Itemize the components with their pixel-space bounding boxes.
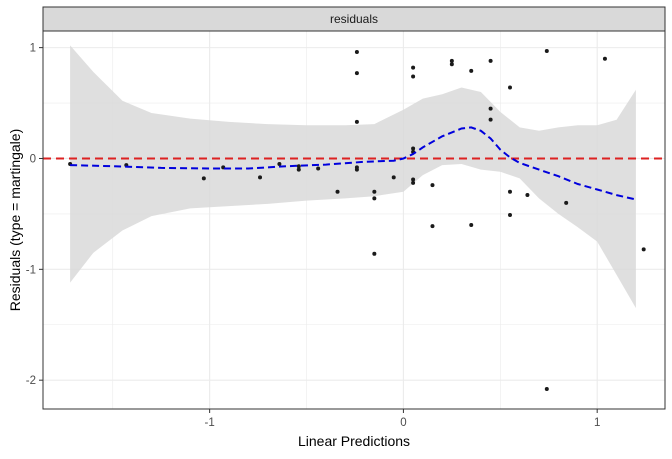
data-point bbox=[488, 58, 493, 63]
data-point bbox=[430, 183, 435, 188]
data-point bbox=[602, 56, 607, 61]
data-point bbox=[507, 213, 512, 218]
smooth-line bbox=[70, 126, 637, 201]
data-point bbox=[372, 251, 377, 256]
data-point bbox=[411, 146, 416, 151]
x-tick-label: -1 bbox=[205, 417, 215, 429]
y-tick-label: 1 bbox=[30, 43, 36, 55]
data-point bbox=[430, 224, 435, 229]
data-point bbox=[488, 117, 493, 122]
scatter-points bbox=[68, 48, 646, 392]
data-point bbox=[258, 175, 263, 180]
data-point bbox=[372, 196, 377, 201]
data-point bbox=[391, 175, 396, 180]
data-point bbox=[296, 164, 301, 169]
data-point bbox=[641, 247, 646, 252]
confidence-ribbon bbox=[70, 45, 636, 309]
y-axis-title: Residuals (type = martingale) bbox=[7, 129, 23, 311]
data-point bbox=[411, 180, 416, 185]
data-point bbox=[335, 189, 340, 194]
data-point bbox=[354, 50, 359, 55]
data-point bbox=[564, 200, 569, 205]
data-point bbox=[372, 189, 377, 194]
y-axis: -2 -1 0 1 bbox=[26, 43, 43, 387]
data-point bbox=[507, 85, 512, 90]
data-point bbox=[525, 193, 530, 198]
data-point bbox=[354, 71, 359, 76]
x-tick-label: 0 bbox=[400, 417, 406, 429]
data-point bbox=[488, 106, 493, 111]
panel-border bbox=[42, 30, 666, 410]
panel-title: residuals bbox=[330, 12, 378, 26]
data-point bbox=[411, 65, 416, 70]
data-point bbox=[316, 166, 321, 171]
data-point bbox=[469, 222, 474, 227]
data-point bbox=[507, 189, 512, 194]
data-point bbox=[544, 387, 549, 392]
x-tick-label: 1 bbox=[594, 417, 600, 429]
x-axis: -1 0 1 bbox=[205, 409, 600, 429]
data-point bbox=[354, 167, 359, 172]
panel-strip bbox=[42, 6, 666, 32]
data-point bbox=[201, 176, 206, 181]
data-point bbox=[411, 74, 416, 79]
data-point bbox=[449, 62, 454, 67]
data-point bbox=[354, 119, 359, 124]
y-tick-label: -1 bbox=[26, 264, 36, 276]
data-point bbox=[277, 162, 282, 167]
data-point bbox=[544, 48, 549, 53]
data-point bbox=[449, 58, 454, 63]
data-point bbox=[296, 167, 301, 172]
x-axis-title: Linear Predictions bbox=[298, 433, 410, 449]
y-tick-label: 0 bbox=[30, 153, 36, 165]
data-point bbox=[411, 177, 416, 182]
data-point bbox=[469, 68, 474, 73]
plot-panel bbox=[43, 31, 665, 409]
y-tick-label: -2 bbox=[26, 375, 36, 387]
